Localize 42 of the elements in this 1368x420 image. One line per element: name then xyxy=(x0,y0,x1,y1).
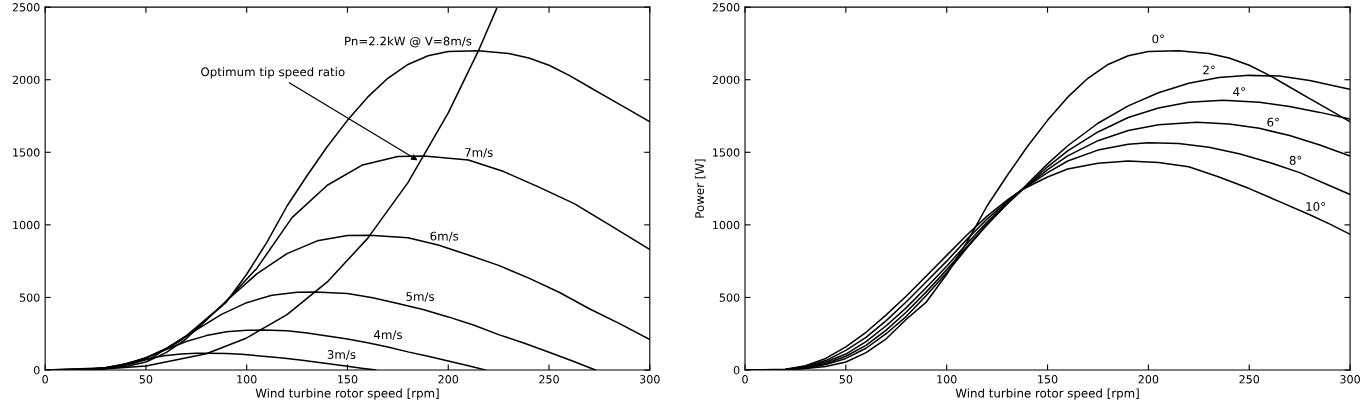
y-tick-label: 1500 xyxy=(13,148,40,157)
series-label: 7m/s xyxy=(465,148,493,158)
y-tick-label: 0 xyxy=(733,365,740,375)
series-label: 10° xyxy=(1306,202,1325,211)
x-tick-label: 250 xyxy=(1239,375,1260,384)
x-tick-label: 300 xyxy=(1340,375,1360,384)
x-tick-label: 300 xyxy=(640,375,660,384)
y-tick-label: 500 xyxy=(19,293,40,302)
y-tick-label: 2500 xyxy=(12,3,40,12)
y-axis-title: Power [W] xyxy=(694,159,706,218)
x-tick-label: 100 xyxy=(937,375,957,384)
annotation: Optimum tip speed ratio xyxy=(201,67,345,79)
series-label: 0° xyxy=(1152,34,1164,44)
y-tick-label: 2500 xyxy=(712,3,740,12)
y-tick-label: 2000 xyxy=(12,75,40,85)
y-tick-label: 2000 xyxy=(712,75,740,85)
x-tick-label: 250 xyxy=(539,375,559,384)
y-tick-label: 1000 xyxy=(713,220,740,230)
series-label: 6° xyxy=(1267,117,1279,127)
x-axis-title: Wind turbine rotor speed [rpm] xyxy=(955,388,1139,400)
x-tick-label: 100 xyxy=(237,375,257,384)
series-label: 5m/s xyxy=(406,292,435,302)
series-label: 6m/s xyxy=(430,231,459,242)
x-tick-label: 0 xyxy=(42,375,48,384)
x-tick-label: 200 xyxy=(1138,375,1159,384)
x-axis-title: Wind turbine rotor speed [rpm] xyxy=(255,388,439,400)
x-tick-label: 50 xyxy=(839,375,853,384)
x-tick-label: 200 xyxy=(438,375,459,384)
series-label: 2° xyxy=(1203,65,1215,75)
series-label: 3m/s xyxy=(327,350,356,360)
series-label: 4° xyxy=(1233,87,1245,96)
series-label: 8° xyxy=(1289,155,1302,165)
x-tick-label: 50 xyxy=(139,375,153,384)
series-label: 4m/s xyxy=(373,330,402,341)
x-tick-label: 150 xyxy=(338,375,358,384)
y-tick-label: 0 xyxy=(33,365,40,375)
y-tick-label: 1000 xyxy=(13,220,40,230)
y-tick-label: 500 xyxy=(719,293,740,302)
series-label: Pn=2.2kW @ V=8m/s xyxy=(345,36,472,48)
x-tick-label: 150 xyxy=(1038,375,1058,384)
y-tick-label: 1500 xyxy=(713,148,740,157)
x-tick-label: 0 xyxy=(742,375,748,384)
